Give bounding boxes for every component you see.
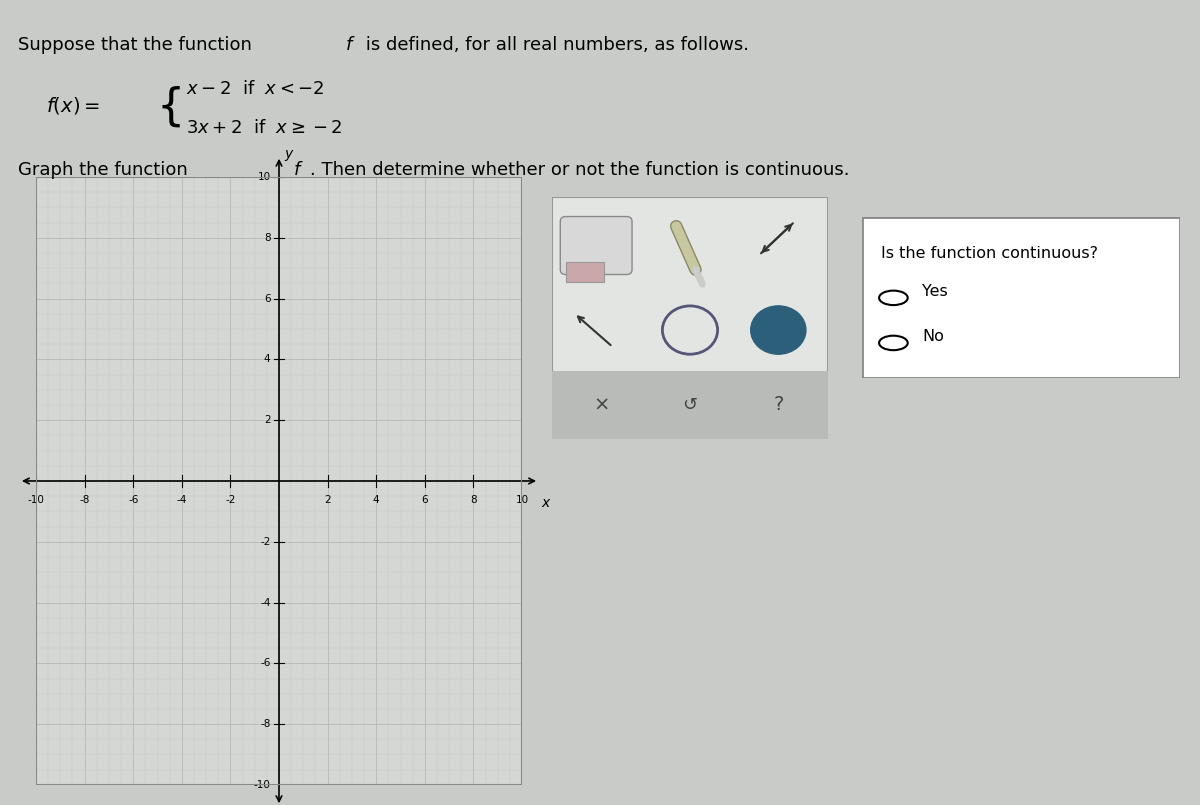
Text: Is the function continuous?: Is the function continuous? (881, 246, 1098, 262)
Text: 8: 8 (264, 233, 270, 243)
Text: -4: -4 (260, 597, 270, 608)
Text: x: x (541, 496, 550, 510)
Text: Graph the function: Graph the function (18, 161, 193, 179)
Text: 4: 4 (264, 354, 270, 365)
Text: Yes: Yes (922, 284, 948, 299)
Text: 8: 8 (470, 494, 476, 505)
Text: $x-2$  if  $x < -2$: $x-2$ if $x < -2$ (186, 80, 324, 98)
FancyBboxPatch shape (560, 217, 632, 275)
Text: -6: -6 (128, 494, 138, 505)
Text: -2: -2 (226, 494, 235, 505)
Text: is defined, for all real numbers, as follows.: is defined, for all real numbers, as fol… (360, 36, 749, 54)
Text: -8: -8 (260, 719, 270, 729)
Text: ?: ? (773, 395, 784, 415)
Text: $f(x)=$: $f(x)=$ (46, 95, 100, 116)
Text: 10: 10 (257, 172, 270, 182)
Text: y: y (284, 147, 292, 161)
Text: 10: 10 (516, 494, 528, 505)
Text: -8: -8 (79, 494, 90, 505)
Text: -10: -10 (253, 780, 270, 790)
Text: f: f (294, 161, 300, 179)
Text: -4: -4 (176, 494, 187, 505)
Text: -10: -10 (28, 494, 44, 505)
Text: ×: × (594, 395, 610, 415)
Bar (566, 262, 605, 282)
Text: 6: 6 (421, 494, 428, 505)
Text: No: No (922, 329, 944, 344)
Text: . Then determine whether or not the function is continuous.: . Then determine whether or not the func… (310, 161, 850, 179)
Text: -2: -2 (260, 537, 270, 547)
Text: 4: 4 (373, 494, 379, 505)
Text: 2: 2 (324, 494, 331, 505)
Text: f: f (346, 36, 352, 54)
Text: 6: 6 (264, 294, 270, 303)
Text: Suppose that the function: Suppose that the function (18, 36, 258, 54)
Text: $\{$: $\{$ (156, 85, 181, 130)
Text: ↺: ↺ (683, 396, 697, 414)
Bar (552, 371, 828, 439)
Text: 2: 2 (264, 415, 270, 425)
Text: -6: -6 (260, 658, 270, 668)
FancyBboxPatch shape (552, 197, 828, 439)
Text: $3x+2$  if  $x \geq -2$: $3x+2$ if $x \geq -2$ (186, 119, 342, 137)
Circle shape (751, 306, 806, 354)
